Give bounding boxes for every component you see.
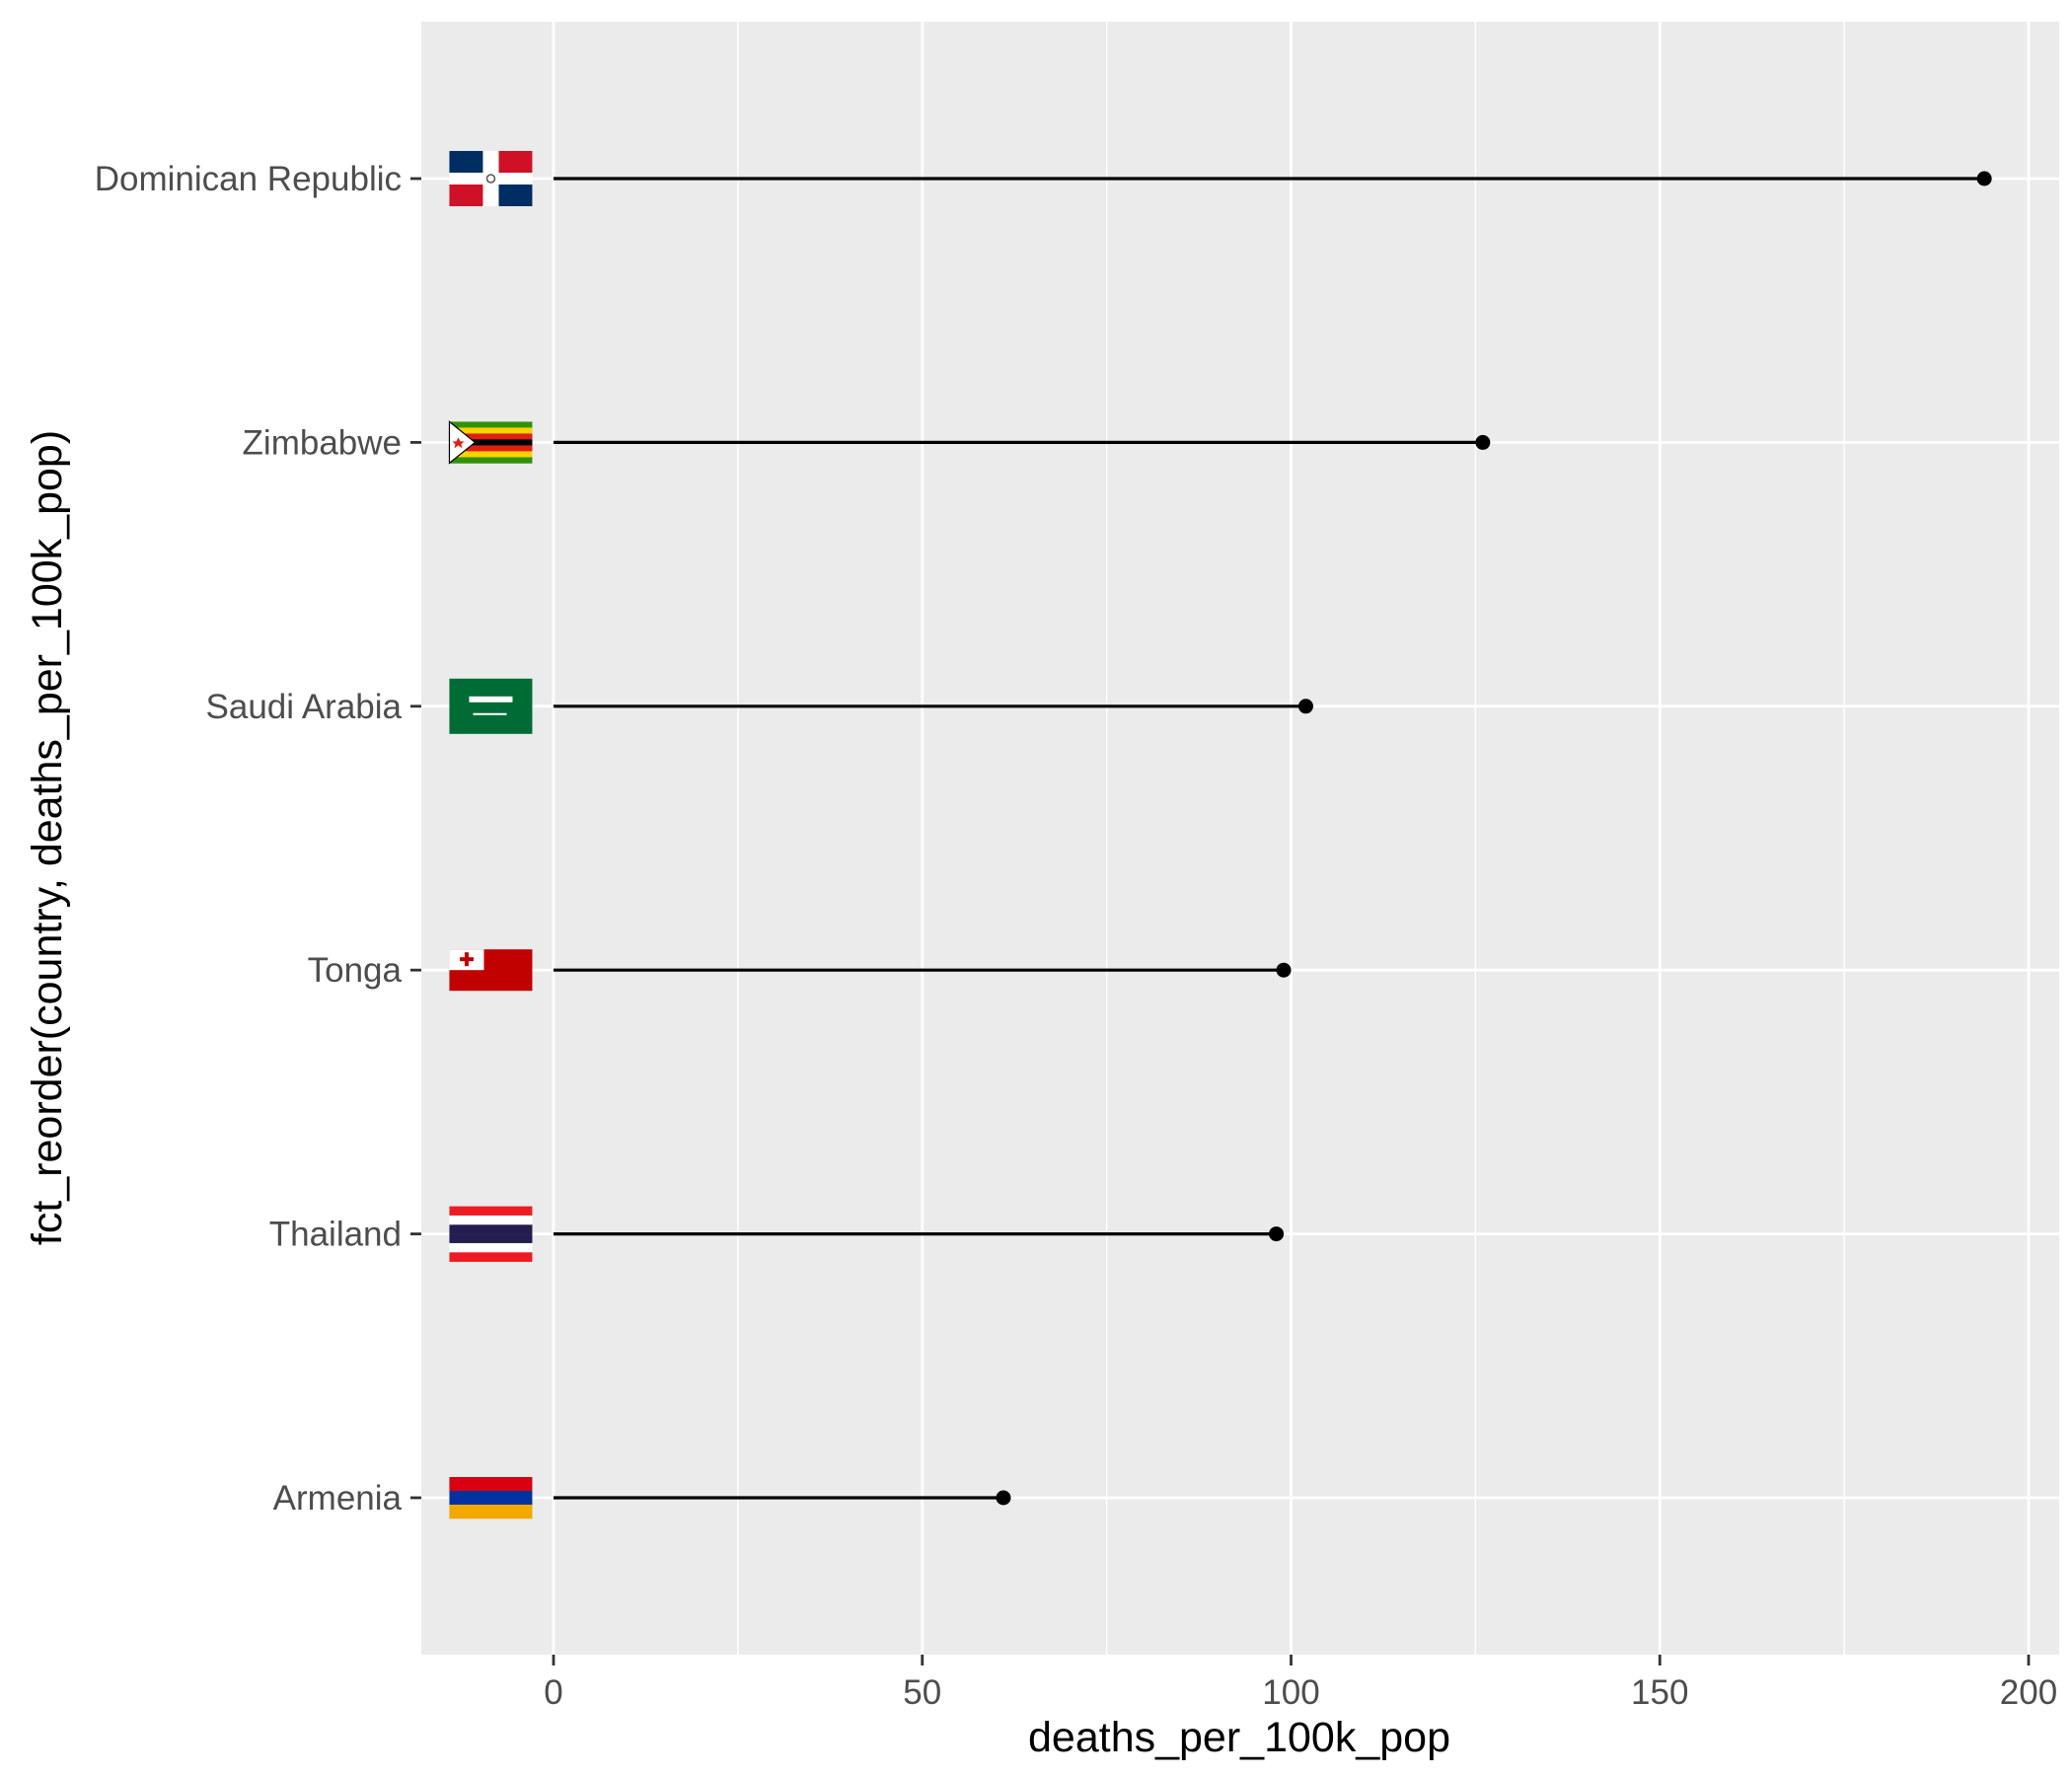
minor-gridlines: [737, 22, 1845, 1655]
flag-stripe: [449, 1233, 533, 1244]
zimbabwe-flag: [448, 420, 533, 465]
lollipop-points: [996, 171, 1992, 1506]
x-tick-label: 100: [1262, 1673, 1319, 1712]
flag-stripe: [449, 1252, 533, 1262]
flag-cross: [449, 173, 533, 185]
flag-stripe: [449, 421, 533, 428]
lollipop-point: [1269, 1226, 1285, 1242]
flag-stripe: [449, 1215, 533, 1225]
tonga-flag: [449, 949, 533, 992]
flag-quarter: [449, 151, 483, 173]
flag-stripe: [449, 1505, 533, 1519]
flag-quarter: [498, 185, 533, 206]
y-tick-label: Zimbabwe: [243, 423, 402, 462]
x-axis-title: deaths_per_100k_pop: [1028, 1714, 1450, 1761]
flag-stripe: [449, 1477, 533, 1492]
flag-cross: [459, 957, 474, 962]
flag-stripe: [449, 1224, 533, 1234]
flag-stripe: [449, 1491, 533, 1506]
flag-field: [449, 678, 533, 734]
flag-script: [469, 696, 513, 703]
thailand-flag: [449, 1206, 533, 1262]
y-axis-title: fct_reorder(country, deaths_per_100k_pop…: [24, 430, 71, 1245]
plot-panel: [421, 22, 2059, 1655]
x-tick-label: 0: [544, 1673, 562, 1712]
flag-stripe: [449, 1242, 533, 1253]
armenia-flag: [449, 1477, 533, 1519]
dominican-republic-flag: [449, 151, 533, 206]
y-tick-label: Tonga: [308, 951, 403, 990]
lollipop-point: [996, 1490, 1011, 1506]
flag-emblem: [485, 174, 496, 184]
flag-quarter: [449, 185, 483, 206]
saudi-arabia-flag: [449, 678, 533, 734]
flag-icons: [448, 151, 533, 1519]
y-axis: Dominican Republic Zimbabwe Saudi Arabia To…: [95, 160, 421, 1517]
x-tick-label: 150: [1631, 1673, 1688, 1712]
flag-stripe: [449, 445, 533, 452]
flag-stripe: [449, 451, 533, 458]
flag-stripe: [449, 433, 533, 440]
y-tick-label: Dominican Republic: [95, 160, 402, 198]
x-tick-label: 50: [903, 1673, 941, 1712]
flag-stripe: [449, 427, 533, 434]
lollipop-point: [1297, 699, 1313, 714]
x-tick-label: 200: [2000, 1673, 2057, 1712]
flag-stripe: [449, 439, 533, 446]
lollipop-point: [1276, 962, 1292, 978]
y-tick-label: Armenia: [273, 1479, 403, 1517]
lollipop-point: [1976, 171, 1992, 186]
lollipop-point: [1475, 434, 1491, 450]
lollipop-segments: [554, 177, 1985, 1500]
y-tick-label: Saudi Arabia: [206, 688, 403, 726]
y-tick-label: Thailand: [269, 1216, 402, 1254]
x-axis: 0 50 100 150 200: [544, 1655, 2057, 1712]
flag-star: [452, 437, 465, 449]
flag-stripe: [449, 457, 533, 464]
flag-quarter: [498, 151, 533, 173]
flag-stripe: [449, 1206, 533, 1217]
